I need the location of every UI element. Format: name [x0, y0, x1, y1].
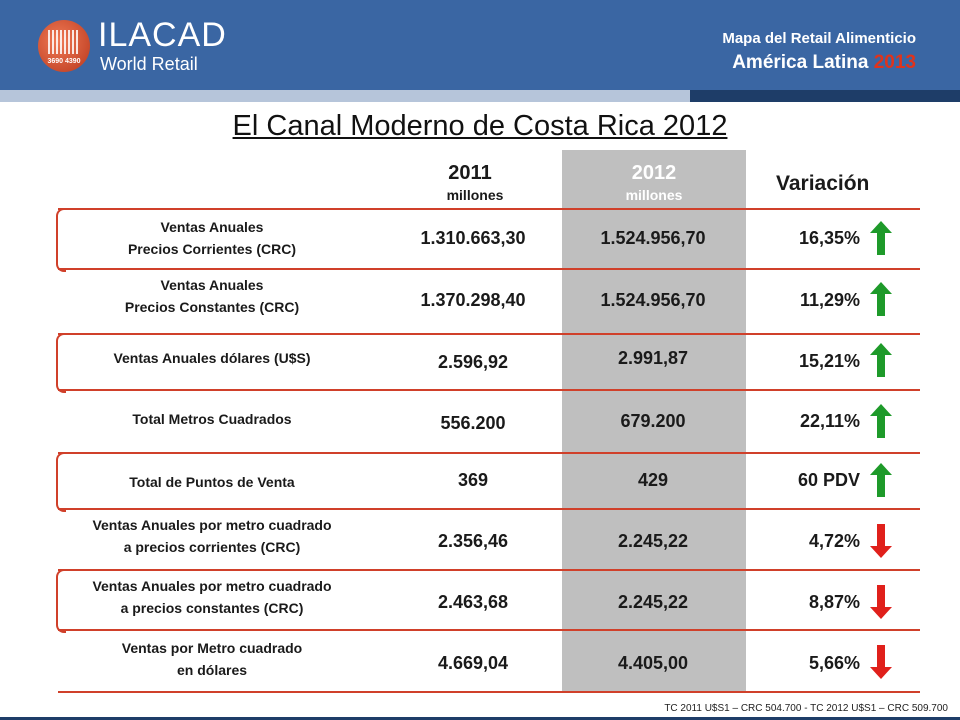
variation-value: 15,21% — [798, 351, 860, 371]
row-label-line-2: Precios Constantes (CRC) — [124, 299, 300, 315]
header-year: 2013 — [873, 52, 916, 73]
column-header-2012: 2012 — [631, 162, 677, 184]
bottom-bar — [0, 717, 960, 720]
row-label-line-1: Ventas Anuales por metro cuadrado — [92, 517, 332, 533]
header-banner: 3690 4390 ILACAD World Retail Mapa del R… — [0, 0, 960, 90]
header-line-1: Mapa del Retail Alimenticio — [722, 30, 916, 47]
value-2012: 1.524.956,70 — [600, 228, 706, 248]
row-divider — [58, 452, 920, 454]
value-2012: 679.200 — [620, 411, 686, 431]
value-2011: 2.596,92 — [437, 352, 509, 372]
column-2012-background — [562, 150, 746, 692]
column-unit-2011: millones — [446, 187, 504, 203]
row-label: Ventas Anuales por metro cuadrado a preci… — [62, 575, 362, 619]
arrow-down-icon — [870, 524, 892, 558]
row-label: Ventas Anuales por metro cuadrado a preci… — [62, 514, 362, 558]
variation-value: 60 PDV — [797, 470, 860, 490]
value-2012: 2.991,87 — [617, 348, 689, 368]
header-strip-accent — [690, 90, 960, 102]
arrow-up-icon — [870, 221, 892, 255]
value-2011: 1.310.663,30 — [420, 228, 526, 248]
value-2011: 2.356,46 — [437, 531, 509, 551]
row-label: Total Metros Cuadrados — [62, 408, 362, 430]
row-label-line-1: Ventas por Metro cuadrado — [121, 640, 303, 656]
arrow-up-icon — [870, 404, 892, 438]
variation-value: 8,87% — [808, 592, 860, 612]
row-label: Ventas Anuales Precios Constantes (CRC) — [62, 274, 362, 318]
ilacad-logo: 3690 4390 ILACAD World Retail — [38, 14, 258, 78]
row-label-line-2: a precios corrientes (CRC) — [123, 539, 301, 555]
row-divider — [58, 208, 920, 210]
row-label-line-2: a precios constantes (CRC) — [120, 600, 304, 616]
row-divider — [58, 389, 920, 391]
arrow-up-icon — [870, 282, 892, 316]
row-divider — [58, 629, 920, 631]
value-2011: 1.370.298,40 — [420, 290, 526, 310]
row-divider — [58, 691, 920, 693]
page-title: El Canal Moderno de Costa Rica 2012 — [232, 110, 728, 142]
barcode-globe-icon: 3690 4390 — [38, 20, 90, 72]
value-2011: 369 — [457, 470, 489, 490]
arrow-up-icon — [870, 343, 892, 377]
column-header-2011: 2011 — [448, 162, 492, 184]
row-divider — [58, 508, 920, 510]
variation-value: 16,35% — [798, 228, 860, 248]
exchange-rate-footnote: TC 2011 U$S1 – CRC 504.700 - TC 2012 U$S… — [664, 703, 948, 714]
row-bracket — [56, 208, 66, 272]
value-2012: 2.245,22 — [617, 592, 689, 612]
row-label-line-1: Ventas Anuales — [160, 277, 264, 293]
logo-subtitle: World Retail — [100, 54, 198, 74]
arrow-up-icon — [870, 463, 892, 497]
row-divider — [58, 333, 920, 335]
row-label: Total de Puntos de Venta — [62, 471, 362, 493]
row-label-line-2: Precios Corrientes (CRC) — [127, 241, 297, 257]
header-line-2: América Latina 2013 — [722, 52, 916, 74]
row-label-line-2: en dólares — [176, 662, 248, 678]
variation-value: 5,66% — [808, 653, 860, 673]
row-label-line-1: Ventas Anuales — [160, 219, 264, 235]
variation-value: 22,11% — [799, 411, 860, 431]
row-divider — [58, 268, 920, 270]
row-label: Ventas Anuales dólares (U$S) — [62, 347, 362, 369]
column-header-variation: Variación — [776, 172, 870, 195]
row-label: Ventas Anuales Precios Corrientes (CRC) — [62, 216, 362, 260]
value-2011: 556.200 — [440, 413, 506, 433]
row-label-line-1: Ventas Anuales dólares (U$S) — [113, 350, 311, 366]
value-2011: 2.463,68 — [437, 592, 509, 612]
arrow-down-icon — [870, 585, 892, 619]
row-bracket — [56, 333, 66, 393]
header-region: América Latina — [732, 52, 869, 73]
arrow-down-icon — [870, 645, 892, 679]
column-unit-2012: millones — [625, 187, 683, 203]
value-2012: 1.524.956,70 — [600, 290, 706, 310]
value-2012: 2.245,22 — [617, 531, 689, 551]
value-2012: 429 — [637, 470, 669, 490]
logo-name: ILACAD — [98, 16, 227, 54]
variation-value: 4,72% — [808, 531, 860, 551]
header-caption: Mapa del Retail Alimenticio América Lati… — [722, 30, 916, 74]
value-2012: 4.405,00 — [617, 653, 689, 673]
row-label-line-1: Total Metros Cuadrados — [132, 411, 292, 427]
row-bracket — [56, 569, 66, 633]
value-2011: 4.669,04 — [437, 653, 509, 673]
row-label: Ventas por Metro cuadrado en dólares — [62, 637, 362, 681]
row-label-line-1: Ventas Anuales por metro cuadrado — [92, 578, 332, 594]
row-label-line-1: Total de Puntos de Venta — [129, 474, 295, 490]
variation-value: 11,29% — [799, 290, 860, 310]
logo-code: 3690 4390 — [47, 58, 81, 65]
row-bracket — [56, 452, 66, 512]
row-divider — [58, 569, 920, 571]
